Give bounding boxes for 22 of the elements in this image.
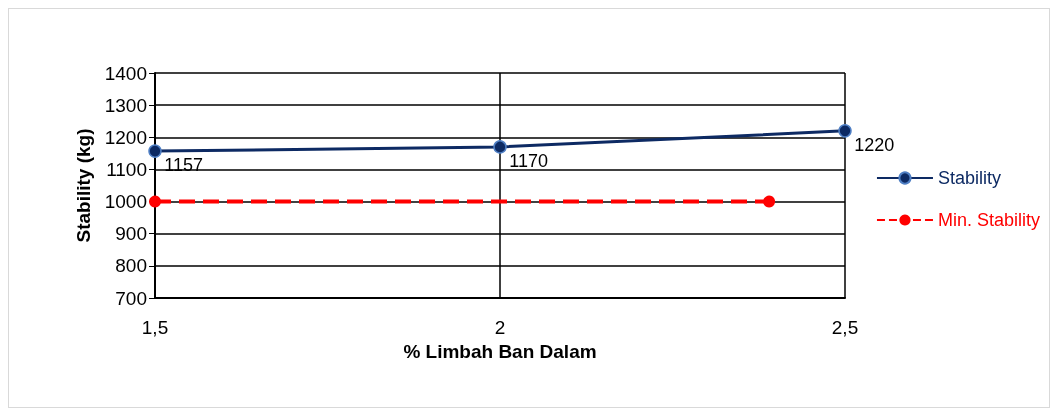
x-tick-label: 1,5 [141,317,169,338]
legend-label: Min. Stability [937,210,1041,230]
y-tick-label: 900 [115,223,147,245]
y-axis-title: Stability (kg) [73,128,94,243]
point [838,124,852,138]
point [149,195,161,208]
x-axis-title: % Limbah Ban Dalam [403,340,597,362]
point [148,144,162,158]
point [493,140,507,154]
y-tick-label: 1000 [104,191,147,213]
point [763,195,776,208]
y-tick-label: 1400 [104,62,147,84]
x-tick-label: 2 [494,317,506,338]
y-tick-label: 1300 [104,94,147,116]
y-tick-label: 700 [115,287,147,309]
x-tick-label: 2,5 [831,317,859,338]
data-label: 1220 [854,135,895,156]
y-tick-label: 1200 [104,126,147,148]
legend-label: Stability [937,168,1001,188]
y-tick-label: 1100 [106,158,147,180]
data-label: 1170 [509,151,548,172]
y-tick-label: 800 [115,255,147,277]
